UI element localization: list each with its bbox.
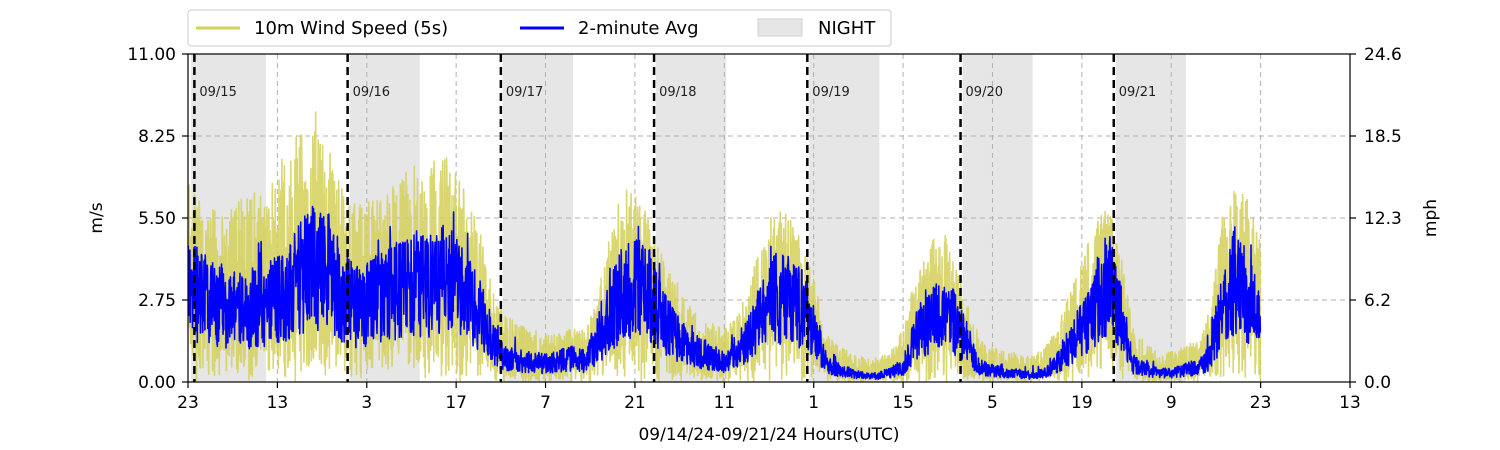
x-tick-label: 3 [361, 393, 372, 413]
day-boundary-label: 09/17 [506, 85, 543, 100]
day-boundary-label: 09/16 [353, 85, 390, 100]
day-boundary-label: 09/18 [659, 85, 696, 100]
x-tick-label: 19 [1071, 393, 1093, 413]
x-axis-title: 09/14/24-09/21/24 Hours(UTC) [638, 425, 899, 445]
x-tick-label: 11 [713, 393, 735, 413]
y-tick-label-right: 0.0 [1364, 373, 1391, 393]
day-boundary-label: 09/15 [199, 85, 236, 100]
y-axis-title-left: m/s [87, 202, 107, 233]
day-boundary-label: 09/20 [966, 85, 1003, 100]
x-tick-label: 23 [1250, 393, 1272, 413]
x-tick-label: 15 [892, 393, 914, 413]
two-minute-avg-line [187, 205, 1262, 381]
y-tick-label-right: 24.6 [1364, 45, 1402, 65]
legend-label-night: NIGHT [818, 18, 876, 39]
y-tick-label-right: 6.2 [1364, 291, 1391, 311]
axis-layer: 23 13 3 17 7 21 11 1 15 5 19 9 23 130.002.755.508.251… [127, 45, 1402, 413]
legend-label-wind-speed: 10m Wind Speed (5s) [254, 18, 448, 39]
y-tick-label-left: 0.00 [138, 373, 176, 393]
legend-swatch-night [757, 18, 803, 37]
y-tick-label-left: 2.75 [138, 291, 176, 311]
y-axis-title-right: mph [1421, 199, 1441, 237]
x-tick-label: 5 [987, 393, 998, 413]
x-tick-label: 13 [267, 393, 289, 413]
x-tick-label: 9 [1166, 393, 1177, 413]
legend: 10m Wind Speed (5s) 2-minute Avg NIGHT [187, 9, 892, 47]
y-tick-label-left: 8.25 [138, 127, 176, 147]
legend-label-avg: 2-minute Avg [578, 18, 699, 39]
day-boundary-label: 09/19 [812, 85, 849, 100]
x-tick-label: 7 [540, 393, 551, 413]
day-boundary-label: 09/21 [1119, 85, 1156, 100]
x-tick-label: 21 [624, 393, 646, 413]
two-minute-avg-layer [187, 205, 1262, 381]
x-tick-label: 23 [177, 393, 199, 413]
y-tick-label-left: 5.50 [138, 209, 176, 229]
x-tick-label: 1 [808, 393, 819, 413]
x-tick-label: 13 [1339, 393, 1361, 413]
y-tick-label-right: 12.3 [1364, 209, 1402, 229]
x-tick-label: 17 [445, 393, 467, 413]
y-tick-label-right: 18.5 [1364, 127, 1402, 147]
y-tick-label-left: 11.00 [127, 45, 176, 65]
day-boundary-layer: 09/15 09/16 09/17 09/18 09/19 09/20 09/21 [193, 54, 1156, 382]
